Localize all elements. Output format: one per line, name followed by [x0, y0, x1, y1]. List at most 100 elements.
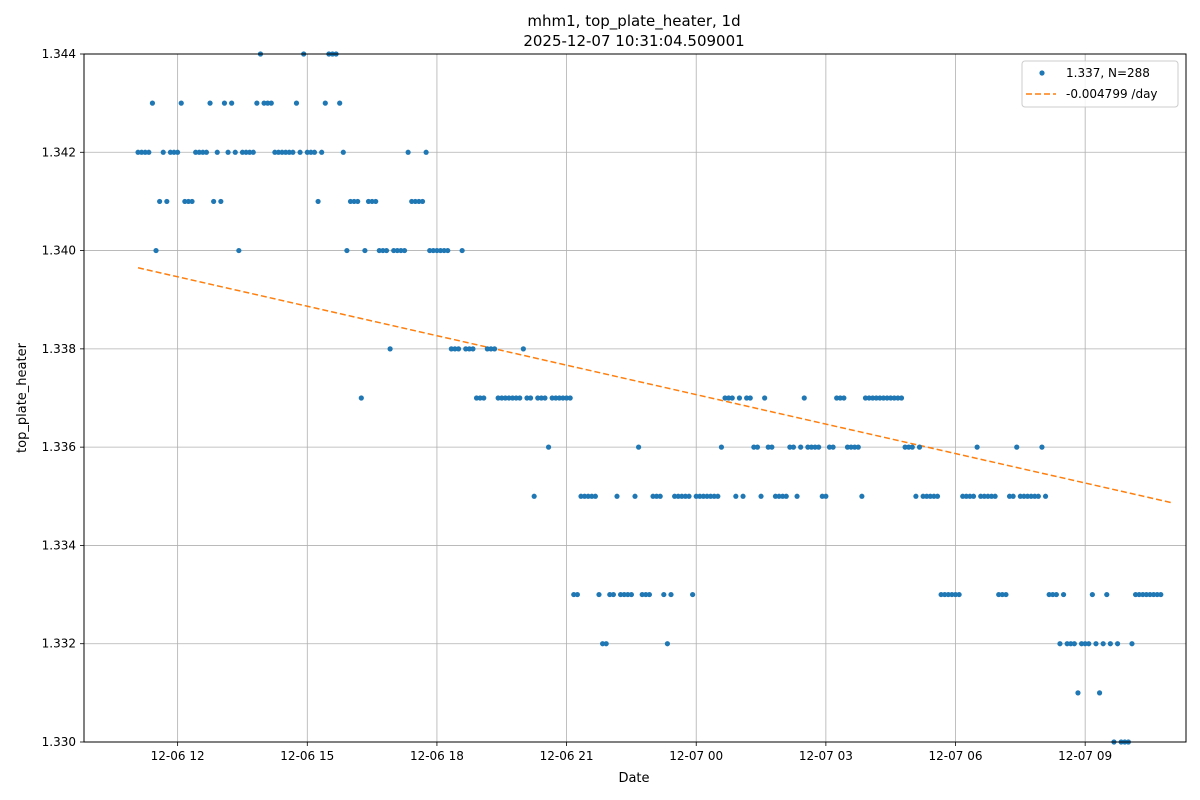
data-point	[625, 591, 631, 598]
data-point	[171, 149, 177, 155]
data-point	[362, 247, 368, 254]
data-point	[636, 444, 642, 450]
x-axis-label: Date	[618, 771, 649, 786]
data-point	[952, 591, 959, 598]
data-point	[1093, 641, 1099, 647]
data-point	[463, 346, 469, 352]
data-point	[787, 444, 793, 450]
data-point	[308, 149, 314, 155]
data-point	[1017, 493, 1023, 499]
data-point	[985, 493, 991, 499]
data-point	[996, 591, 1002, 598]
data-point	[1132, 591, 1139, 598]
data-point	[1114, 641, 1121, 647]
data-point	[762, 395, 768, 401]
data-point	[603, 641, 609, 647]
data-point	[427, 247, 433, 254]
data-point	[139, 149, 145, 155]
data-point	[365, 198, 372, 205]
data-point	[938, 591, 944, 598]
data-point	[758, 493, 764, 499]
data-point	[398, 247, 404, 254]
data-point	[1032, 493, 1038, 499]
data-point	[888, 395, 894, 401]
data-point	[513, 395, 519, 401]
data-point	[452, 346, 458, 352]
data-point	[931, 493, 937, 499]
data-point	[1096, 690, 1103, 696]
data-point	[448, 346, 454, 352]
data-point	[769, 444, 775, 450]
legend-marker-scatter	[1039, 70, 1045, 76]
data-point	[351, 198, 357, 205]
data-point	[974, 444, 980, 450]
data-point	[679, 493, 685, 499]
data-point	[1057, 641, 1063, 647]
data-point	[275, 149, 282, 155]
data-point	[920, 493, 926, 499]
data-point	[412, 198, 418, 205]
data-point	[675, 493, 681, 499]
data-point	[999, 591, 1005, 598]
data-point	[1064, 641, 1070, 647]
data-point	[1028, 493, 1034, 499]
data-point	[445, 247, 451, 254]
data-point	[682, 493, 689, 499]
data-point	[672, 493, 678, 499]
data-point	[704, 493, 710, 499]
data-point	[581, 493, 588, 499]
data-point	[834, 395, 840, 401]
data-point	[988, 493, 995, 499]
data-point	[816, 444, 822, 450]
y-tick-label: 1.342	[42, 145, 76, 159]
data-point	[149, 100, 156, 106]
data-point	[801, 395, 807, 401]
y-tick-label: 1.330	[42, 735, 76, 749]
data-point	[225, 149, 231, 155]
data-point	[1140, 591, 1146, 598]
data-point	[978, 493, 984, 499]
data-point	[387, 346, 393, 352]
data-point	[290, 149, 296, 155]
data-point	[895, 395, 901, 401]
data-point	[776, 493, 782, 499]
data-point	[1147, 591, 1153, 598]
data-point	[466, 346, 472, 352]
data-point	[596, 591, 602, 598]
data-point	[1143, 591, 1149, 598]
data-point	[1006, 493, 1013, 499]
data-point	[1010, 493, 1016, 499]
data-point	[942, 591, 948, 598]
data-point	[614, 493, 620, 499]
data-point	[495, 395, 501, 401]
data-point	[211, 198, 217, 205]
data-point	[852, 444, 858, 450]
data-point	[509, 395, 516, 401]
data-point	[236, 247, 242, 254]
y-tick-label: 1.334	[42, 538, 76, 552]
data-point	[729, 395, 735, 401]
data-point	[250, 149, 256, 155]
data-point	[344, 247, 350, 254]
data-point	[1082, 641, 1088, 647]
data-point	[286, 149, 292, 155]
data-point	[949, 591, 955, 598]
data-point	[1042, 493, 1049, 499]
data-point	[283, 149, 289, 155]
data-point	[1035, 493, 1041, 499]
data-point	[254, 100, 260, 106]
data-point	[524, 395, 530, 401]
data-point	[837, 395, 843, 401]
data-point	[394, 247, 400, 254]
data-point	[247, 149, 253, 155]
data-point	[218, 198, 224, 205]
data-point	[315, 198, 321, 205]
data-point	[434, 247, 440, 254]
data-point	[664, 641, 671, 647]
data-point	[924, 493, 930, 499]
data-point	[599, 641, 606, 647]
data-point	[160, 149, 166, 155]
data-point	[1136, 591, 1142, 598]
x-tick-label: 12-06 18	[410, 749, 464, 763]
y-tick-label: 1.344	[42, 47, 76, 61]
